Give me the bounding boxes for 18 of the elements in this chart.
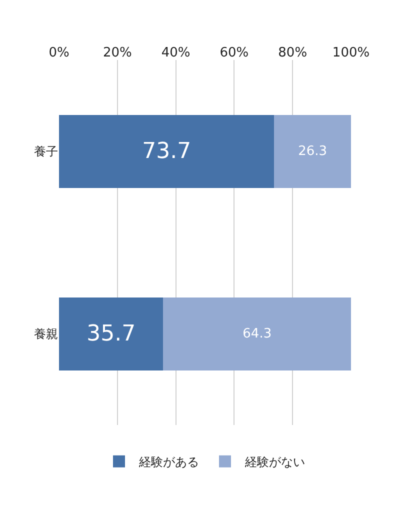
bar — [274, 114, 351, 188]
bar — [163, 297, 351, 370]
data-label: 64.3 — [242, 326, 272, 342]
x-tick-label: 60% — [220, 45, 249, 60]
data-label: 73.7 — [142, 138, 192, 164]
y-tick-label: 養子 — [34, 144, 58, 158]
x-tick-label: 100% — [332, 45, 370, 60]
y-tick-label: 養親 — [34, 326, 58, 341]
x-tick-label: 40% — [161, 45, 190, 60]
x-tick-label: 20% — [102, 45, 132, 60]
x-tick-label: 80% — [278, 45, 308, 60]
x-tick-label: 0% — [48, 45, 70, 60]
bar — [59, 114, 274, 188]
legend-label: 経験がある — [138, 455, 199, 470]
legend-label: 経験がない — [244, 455, 305, 470]
data-label: 35.7 — [86, 321, 136, 346]
bar — [59, 297, 164, 370]
data-label: 26.3 — [298, 144, 328, 159]
